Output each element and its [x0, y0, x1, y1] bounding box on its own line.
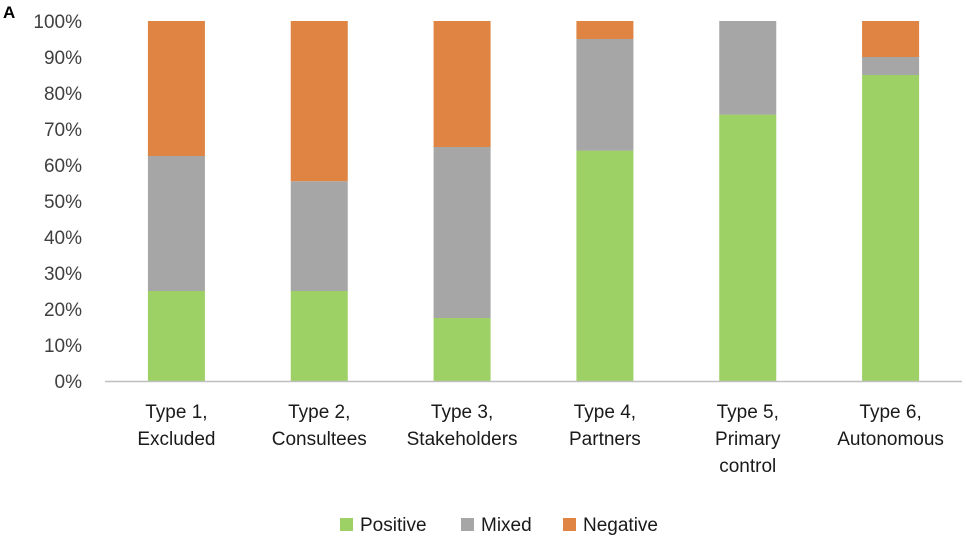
y-tick-label: 10% — [44, 336, 82, 357]
x-category-label: Autonomous — [837, 429, 944, 450]
bar-mixed-6 — [862, 57, 920, 75]
y-tick-label: 80% — [44, 84, 82, 105]
x-category-label: Type 3, — [431, 402, 493, 423]
legend-label-positive: Positive — [360, 515, 427, 536]
bar-mixed-1 — [147, 156, 205, 291]
x-category-label: Stakeholders — [407, 429, 518, 450]
y-tick-label: 90% — [44, 48, 82, 69]
legend-label-negative: Negative — [583, 515, 658, 536]
bar-positive-4 — [576, 150, 634, 381]
bar-positive-6 — [862, 75, 920, 381]
y-tick-label: 30% — [44, 264, 82, 285]
bar-mixed-5 — [719, 21, 777, 115]
bars — [147, 21, 920, 381]
x-category-label: control — [719, 456, 776, 477]
legend-swatch-mixed — [461, 518, 474, 531]
y-axis-ticks: 0% 10% 20% 30% 40% 50% 60% 70% 80% 90% 100% — [33, 12, 82, 393]
y-tick-label: 70% — [44, 120, 82, 141]
y-tick-label: 20% — [44, 300, 82, 321]
bar-negative-1 — [147, 21, 205, 156]
x-category-label: Consultees — [272, 429, 367, 450]
y-tick-label: 60% — [44, 156, 82, 177]
bar-positive-2 — [290, 291, 348, 381]
x-category-label: Type 1, — [145, 402, 207, 423]
bar-mixed-3 — [433, 147, 491, 318]
y-tick-label: 0% — [55, 372, 83, 393]
bar-negative-6 — [862, 21, 920, 57]
y-tick-label: 50% — [44, 192, 82, 213]
legend-swatch-negative — [563, 518, 576, 531]
x-category-label: Excluded — [137, 429, 215, 450]
panel-label: A — [3, 3, 15, 22]
bar-positive-1 — [147, 291, 205, 381]
x-category-label: Primary — [715, 429, 781, 450]
y-tick-label: 100% — [33, 12, 82, 33]
x-axis-labels: Type 1, Excluded Type 2, Consultees Type 3, S… — [137, 402, 944, 477]
bar-negative-2 — [290, 21, 348, 182]
bar-negative-4 — [576, 21, 634, 39]
bar-positive-3 — [433, 318, 491, 381]
x-category-label: Type 6, — [859, 402, 921, 423]
legend-label-mixed: Mixed — [481, 515, 532, 536]
x-category-label: Type 2, — [288, 402, 350, 423]
x-category-label: Type 5, — [717, 402, 779, 423]
bar-mixed-2 — [290, 181, 348, 291]
bar-negative-3 — [433, 21, 491, 147]
legend: Positive Mixed Negative — [340, 515, 658, 536]
legend-swatch-positive — [340, 518, 353, 531]
bar-positive-5 — [719, 114, 777, 381]
x-category-label: Type 4, — [574, 402, 636, 423]
bar-mixed-4 — [576, 39, 634, 151]
x-category-label: Partners — [569, 429, 641, 450]
y-tick-label: 40% — [44, 228, 82, 249]
